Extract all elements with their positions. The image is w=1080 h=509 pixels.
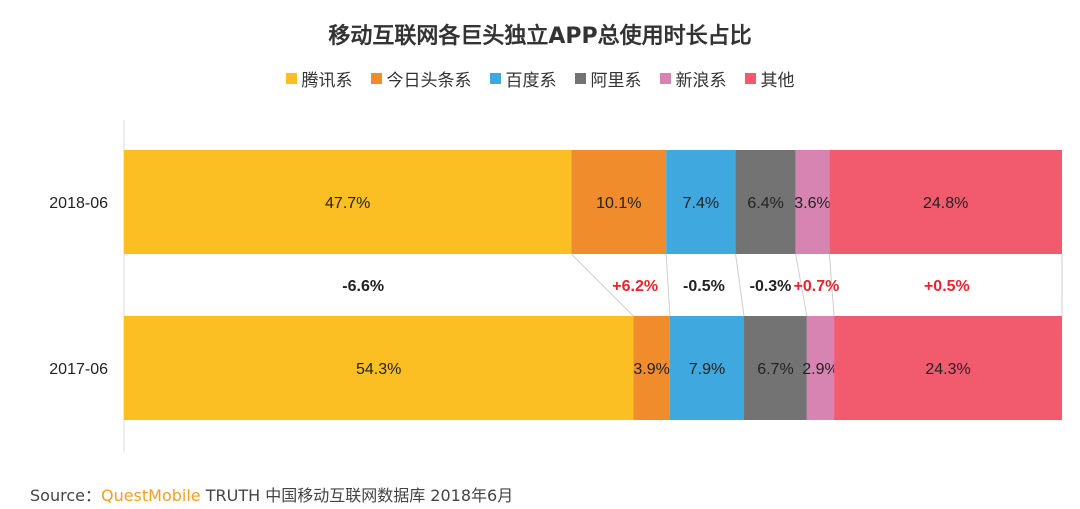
legend-item: 新浪系 [659,66,727,91]
source-prefix: Source： [30,486,101,505]
change-label: -6.6% [342,278,384,295]
source-text: TRUTH 中国移动互联网数据库 2018年6月 [200,486,514,505]
chart-legend: 腾讯系 今日头条系 百度系 阿里系 新浪系 其他 [0,66,1080,91]
data-label: 2.9% [802,361,838,378]
data-label: 47.7% [325,195,370,212]
legend-item: 其他 [744,66,795,91]
data-label: 24.8% [923,195,968,212]
bar-segment [744,316,807,420]
legend-label: 新浪系 [675,71,727,91]
legend-label: 腾讯系 [301,71,353,91]
bar-segment [829,150,1062,254]
legend-label: 百度系 [505,71,557,91]
change-label: +6.2% [612,278,658,295]
change-label: +0.7% [794,278,840,295]
bar-segment [806,316,835,420]
bar-segment [735,150,796,254]
bar-segment [795,150,830,254]
bar-segment [666,150,736,254]
legend-label: 阿里系 [590,71,642,91]
source-note: Source：QuestMobile TRUTH 中国移动互联网数据库 2018… [30,482,513,506]
connector-line [795,253,808,317]
data-label: 3.9% [633,361,669,378]
change-label: +0.5% [924,278,970,295]
bar-segment [633,316,670,420]
connector-line [735,253,745,317]
legend-swatch [285,73,297,84]
data-label: 6.7% [757,361,793,378]
legend-swatch [659,73,671,84]
bar-segment [834,316,1062,420]
connector-line [828,253,835,317]
data-label: 54.3% [356,361,401,378]
connector-line [571,253,634,317]
legend-item: 今日头条系 [370,66,472,91]
legend-swatch [489,73,501,84]
data-label: 7.4% [683,195,719,212]
data-label: 6.4% [747,195,783,212]
source-brand: QuestMobile [100,486,201,505]
legend-label: 其他 [760,71,795,91]
legend-swatch [744,73,756,84]
legend-swatch [370,73,382,84]
bar-segment [124,316,634,420]
data-label: 7.9% [689,361,725,378]
chart-title: 移动互联网各巨头独立APP总使用时长占比 [328,24,752,49]
legend-item: 百度系 [489,66,557,91]
change-label: -0.3% [750,278,792,295]
data-label: 24.3% [925,361,970,378]
legend-swatch [574,73,586,84]
data-label: 10.1% [596,195,641,212]
legend-label: 今日头条系 [386,71,472,91]
category-label: 2018-06 [49,195,108,212]
category-label: 2017-06 [49,361,108,378]
data-label: 3.6% [794,195,830,212]
connector-line [665,253,671,317]
bar-segment [669,316,745,420]
bar-segment [571,150,667,254]
legend-item: 腾讯系 [285,66,353,91]
legend-item: 阿里系 [574,66,642,91]
change-label: -0.5% [683,278,725,295]
bar-segment [124,150,572,254]
